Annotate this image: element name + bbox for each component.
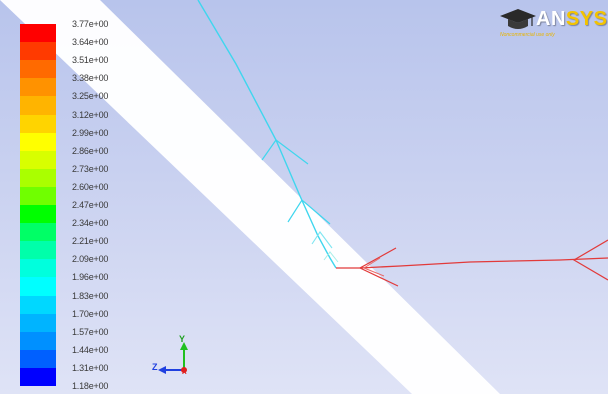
color-legend-swatch (20, 60, 56, 79)
color-legend-swatch (20, 241, 56, 260)
streamline-arrow-cyan (323, 251, 339, 263)
x-axis-label: X (182, 369, 187, 376)
color-legend-label: 3.12e+00 (72, 109, 109, 120)
color-legend-label: 2.60e+00 (72, 181, 109, 192)
color-legend-label: 1.83e+00 (72, 290, 109, 301)
streamline-cyan (197, 0, 337, 269)
color-legend-label: 3.25e+00 (72, 91, 109, 102)
color-legend-swatch (20, 295, 56, 315)
color-legend-swatch (20, 277, 56, 296)
channel-band (0, 0, 500, 394)
color-legend-label: 1.31e+00 (72, 362, 109, 373)
color-legend-swatch (20, 132, 56, 152)
color-legend-label: 1.70e+00 (72, 308, 109, 319)
streamline-arrow-cyan (311, 231, 333, 249)
color-legend-swatch (20, 259, 56, 278)
color-legend-label: 2.21e+00 (72, 236, 109, 247)
color-legend-swatch (20, 96, 56, 115)
color-legend-label: 3.64e+00 (72, 37, 109, 48)
color-legend-label: 3.51e+00 (72, 55, 109, 66)
color-legend-swatch (20, 331, 56, 351)
color-legend-swatch (20, 42, 56, 61)
color-legend-swatch (20, 223, 56, 242)
streamline-arrow-cyan (261, 139, 309, 165)
color-legend-label: 2.09e+00 (72, 254, 109, 265)
streamline-arrow-red (362, 257, 385, 277)
color-legend-label: 1.44e+00 (72, 344, 109, 355)
color-legend-label: 3.77e+00 (72, 19, 109, 29)
logo-tagline: Noncommercial use only (500, 32, 555, 38)
color-legend-swatch (20, 150, 56, 170)
ansys-logo: ANSYS Noncommercial use only (498, 6, 607, 42)
z-axis-label: Z (152, 362, 158, 372)
color-legend-swatch (20, 114, 56, 134)
streamline-arrow-red (572, 239, 608, 281)
color-legend-swatch (20, 78, 56, 97)
color-legend-swatch (20, 168, 56, 188)
color-legend-label: 2.34e+00 (72, 218, 109, 229)
color-legend-label: 2.99e+00 (72, 127, 109, 138)
color-legend-label: 3.38e+00 (72, 73, 109, 84)
color-legend-label: 2.73e+00 (72, 163, 109, 174)
axis-triad: Y Z X (152, 334, 198, 378)
streamline-red (336, 257, 608, 269)
color-legend-label: 2.47e+00 (72, 200, 109, 210)
color-legend-label: 1.96e+00 (72, 272, 109, 283)
streamline-arrow-red (358, 247, 399, 287)
logo-brand-text: ANSYS (536, 8, 608, 30)
color-legend-swatch (20, 367, 56, 387)
color-legend-swatch (20, 313, 56, 333)
graduation-cap-icon (500, 9, 536, 29)
color-legend-label: 2.86e+00 (72, 145, 109, 156)
color-legend-swatch (20, 24, 56, 43)
color-legend-swatch (20, 349, 56, 369)
streamline-arrow-cyan (287, 199, 331, 225)
color-legend (20, 24, 56, 387)
color-legend-label: 1.57e+00 (72, 326, 109, 337)
color-legend-swatch (20, 205, 56, 224)
y-axis-label: Y (179, 334, 186, 344)
color-legend-label: 1.18e+00 (72, 381, 109, 391)
color-legend-swatch (20, 186, 56, 206)
